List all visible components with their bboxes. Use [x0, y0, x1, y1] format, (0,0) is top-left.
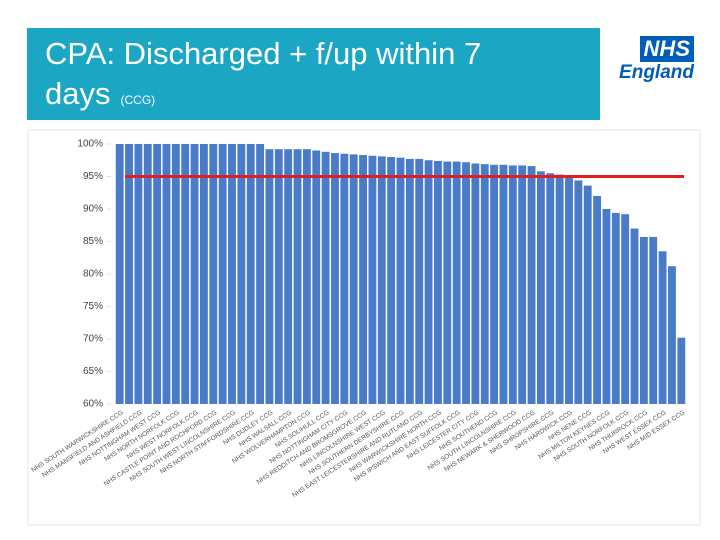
bar: [452, 161, 461, 404]
bar: [499, 164, 508, 404]
logo-text: England: [619, 62, 694, 83]
bar: [237, 144, 246, 404]
bar: [125, 144, 133, 404]
bar: [153, 144, 162, 404]
bar: [340, 153, 349, 404]
bar: [190, 144, 199, 404]
bar: [302, 149, 311, 404]
chart-title: CPA: Discharged + f/up within 7 days: [45, 36, 482, 111]
bar: [256, 144, 265, 404]
bar: [434, 160, 442, 404]
y-tick-label: 65%: [83, 366, 103, 377]
bar: [143, 144, 152, 404]
bar: [265, 149, 274, 404]
chart-subtitle: (CCG): [120, 93, 156, 107]
bar: [555, 174, 564, 404]
bar: [181, 144, 190, 404]
bar: [546, 173, 555, 404]
bar: [377, 156, 386, 404]
bar: [162, 144, 171, 404]
bar: [228, 144, 236, 404]
bar: [415, 158, 424, 404]
title-banner: CPA: Discharged + f/up within 7 days (CCG…: [27, 28, 600, 120]
bar: [621, 214, 630, 404]
bar: [443, 161, 452, 404]
bar: [668, 266, 676, 404]
y-tick-label: 70%: [83, 334, 103, 345]
bar: [387, 157, 396, 404]
bar: [658, 251, 667, 404]
bar: [134, 144, 143, 404]
bar: [649, 236, 658, 404]
bar: [115, 144, 124, 404]
logo: NHS England: [612, 36, 694, 86]
chart-frame: [27, 129, 701, 526]
bar: [293, 149, 302, 404]
bar: [527, 166, 536, 404]
bar: [368, 155, 377, 404]
y-tick-label: 90%: [83, 204, 103, 215]
y-tick-label: 60%: [83, 399, 103, 410]
bar: [284, 149, 293, 404]
bar: [480, 164, 489, 404]
bar: [312, 150, 321, 404]
logo-mark: NHS: [639, 36, 694, 62]
bar: [630, 228, 639, 404]
bar: [536, 171, 545, 404]
bar: [209, 144, 218, 404]
bar: [171, 144, 180, 404]
y-tick-label: 95%: [83, 171, 103, 182]
bar: [639, 236, 648, 404]
bar: [359, 155, 367, 404]
bar: [565, 177, 573, 404]
bar: [490, 164, 499, 404]
y-tick-label: 100%: [77, 139, 103, 150]
bar: [574, 180, 583, 404]
title-block: CPA: Discharged + f/up within 7 days (CCG…: [45, 34, 545, 120]
bar: [274, 149, 283, 404]
bar: [471, 163, 480, 404]
bar: [462, 162, 470, 404]
bar: [396, 157, 405, 404]
bar: [583, 185, 592, 404]
bar: [677, 337, 686, 404]
bar: [199, 144, 208, 404]
bar: [611, 212, 620, 404]
bar: [331, 153, 339, 404]
bar: [218, 144, 227, 404]
y-tick-label: 85%: [83, 236, 103, 247]
bar: [602, 209, 611, 404]
bar: [424, 160, 433, 404]
bar: [405, 158, 414, 404]
bar: [349, 154, 358, 404]
y-tick-label: 75%: [83, 301, 103, 312]
bar: [593, 196, 602, 404]
y-tick-label: 80%: [83, 269, 103, 280]
bar: [508, 165, 517, 404]
bar: [246, 144, 255, 404]
bar: [518, 165, 527, 404]
bar: [321, 151, 330, 404]
